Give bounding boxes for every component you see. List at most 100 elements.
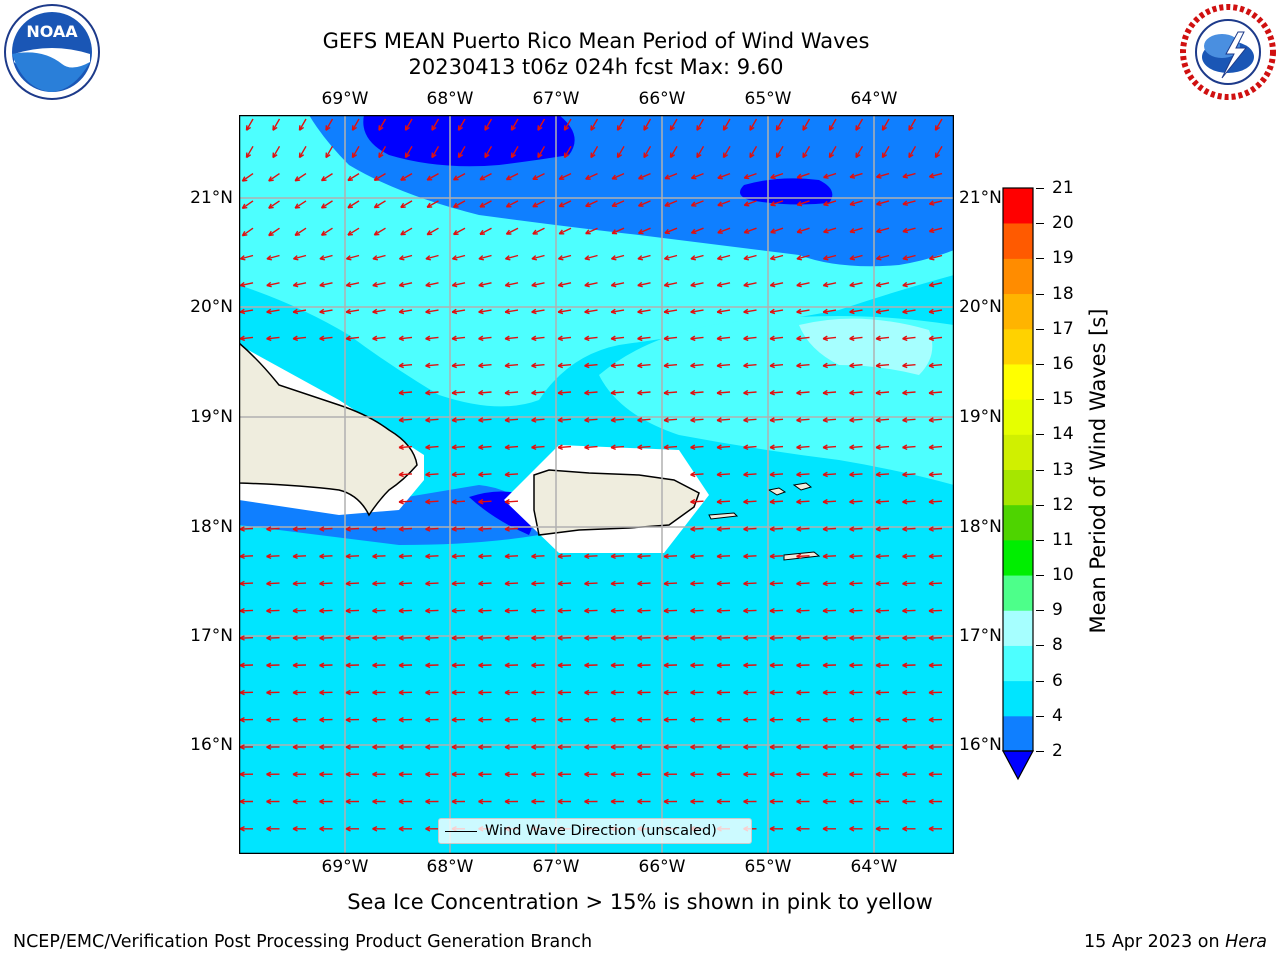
wind-arrow: [902, 444, 916, 451]
wind-arrow: [398, 526, 413, 532]
wind-arrow: [425, 417, 439, 423]
wind-arrow: [875, 308, 890, 315]
wind-arrow: [504, 798, 519, 805]
wind-arrow: [372, 744, 386, 750]
wind-arrow: [716, 689, 731, 696]
wind-arrow: [451, 771, 466, 778]
wind-arrow: [484, 118, 493, 131]
wind-arrow: [266, 635, 280, 641]
wind-arrow: [425, 498, 439, 505]
wind-arrow: [557, 607, 572, 614]
wind-arrow: [769, 526, 784, 532]
wind-arrow: [557, 553, 572, 560]
colorbar-tick-label: 10: [1052, 565, 1074, 586]
wind-arrow: [292, 689, 307, 696]
colorbar-tick-mark: [1036, 363, 1044, 365]
wind-arrow: [372, 254, 386, 261]
colorbar-tick-label: 9: [1052, 600, 1063, 621]
wind-arrow: [849, 580, 863, 587]
wind-arrow: [239, 771, 254, 778]
wind-arrow: [347, 200, 360, 209]
legend-line-icon: [445, 830, 477, 832]
wind-arrow: [239, 798, 254, 805]
wind-arrow: [266, 553, 280, 560]
wind-arrow: [902, 254, 916, 261]
wind-arrow: [398, 389, 413, 396]
wind-arrow: [425, 580, 439, 587]
wind-arrow: [584, 689, 598, 696]
wind-arrow: [828, 118, 837, 131]
wind-arrow: [849, 335, 863, 342]
wind-arrow: [610, 335, 625, 342]
lat-tick-right: 16°N: [959, 735, 1002, 755]
wind-arrow: [239, 254, 254, 261]
wind-arrow: [849, 607, 863, 614]
lon-tick-top: 66°W: [638, 89, 686, 109]
wind-arrow: [822, 362, 837, 369]
wind-arrow: [453, 227, 466, 236]
wind-arrow: [849, 417, 863, 423]
wind-arrow: [690, 444, 704, 451]
land-virgin-islands: [708, 482, 821, 561]
wind-arrow: [928, 335, 943, 342]
wind-arrow: [345, 798, 360, 805]
wind-arrow: [743, 227, 757, 234]
page-title: GEFS MEAN Puerto Rico Mean Period of Win…: [322, 29, 870, 53]
wind-arrow: [690, 281, 704, 288]
wind-arrow: [770, 227, 784, 234]
wind-arrow: [637, 635, 651, 641]
wind-arrow: [425, 281, 439, 288]
wind-arrow: [585, 200, 598, 208]
wind-arrow: [319, 281, 333, 288]
wind-arrow: [637, 308, 651, 315]
wind-arrow: [319, 744, 333, 750]
wind-arrow: [769, 444, 784, 451]
colorbar-tick-label: 17: [1052, 318, 1074, 339]
colorbar-tick-label: 2: [1052, 741, 1063, 761]
wind-arrow: [663, 417, 678, 423]
wind-arrow: [663, 335, 678, 342]
wind-arrow: [345, 689, 360, 696]
wind-arrow: [716, 771, 731, 778]
wind-arrow: [638, 200, 651, 207]
wind-arrow: [398, 362, 413, 369]
wind-arrow: [637, 335, 651, 342]
wind-arrow: [743, 172, 757, 180]
wind-arrow: [716, 389, 731, 396]
wind-arrow: [425, 335, 439, 342]
wind-arrow: [849, 771, 863, 778]
wind-arrow: [478, 526, 492, 532]
wind-arrow: [398, 744, 413, 750]
wind-arrow: [881, 118, 890, 131]
wind-arrow: [266, 580, 280, 587]
wind-arrow: [690, 716, 704, 723]
wind-arrow: [928, 771, 943, 778]
wind-arrow: [425, 308, 439, 315]
wind-arrow: [928, 254, 943, 261]
wind-arrow: [451, 635, 466, 641]
wind-arrow: [537, 145, 546, 159]
lon-tick-bottom: 67°W: [532, 857, 580, 877]
wind-arrow: [531, 798, 545, 805]
wind-arrow: [266, 662, 280, 669]
wind-arrow: [690, 172, 704, 180]
wind-arrow: [822, 662, 837, 669]
wind-arrow: [484, 145, 493, 159]
wind-arrow: [637, 444, 651, 451]
wind-arrow: [510, 145, 519, 159]
wind-arrow: [902, 335, 916, 342]
lon-tick-bottom: 68°W: [426, 857, 474, 877]
wind-arrow: [690, 389, 704, 396]
wind-arrow: [584, 308, 598, 315]
wind-arrow: [531, 662, 545, 669]
wind-arrow: [822, 607, 837, 614]
wind-arrow: [822, 825, 837, 832]
wind-arrow: [451, 417, 466, 423]
wind-arrow: [822, 471, 837, 478]
wind-arrow: [690, 254, 704, 261]
wind-arrow: [769, 553, 784, 560]
wind-arrow: [902, 308, 916, 315]
wind-arrow: [769, 771, 784, 778]
wind-arrow: [478, 362, 492, 369]
wind-arrow: [928, 308, 943, 315]
